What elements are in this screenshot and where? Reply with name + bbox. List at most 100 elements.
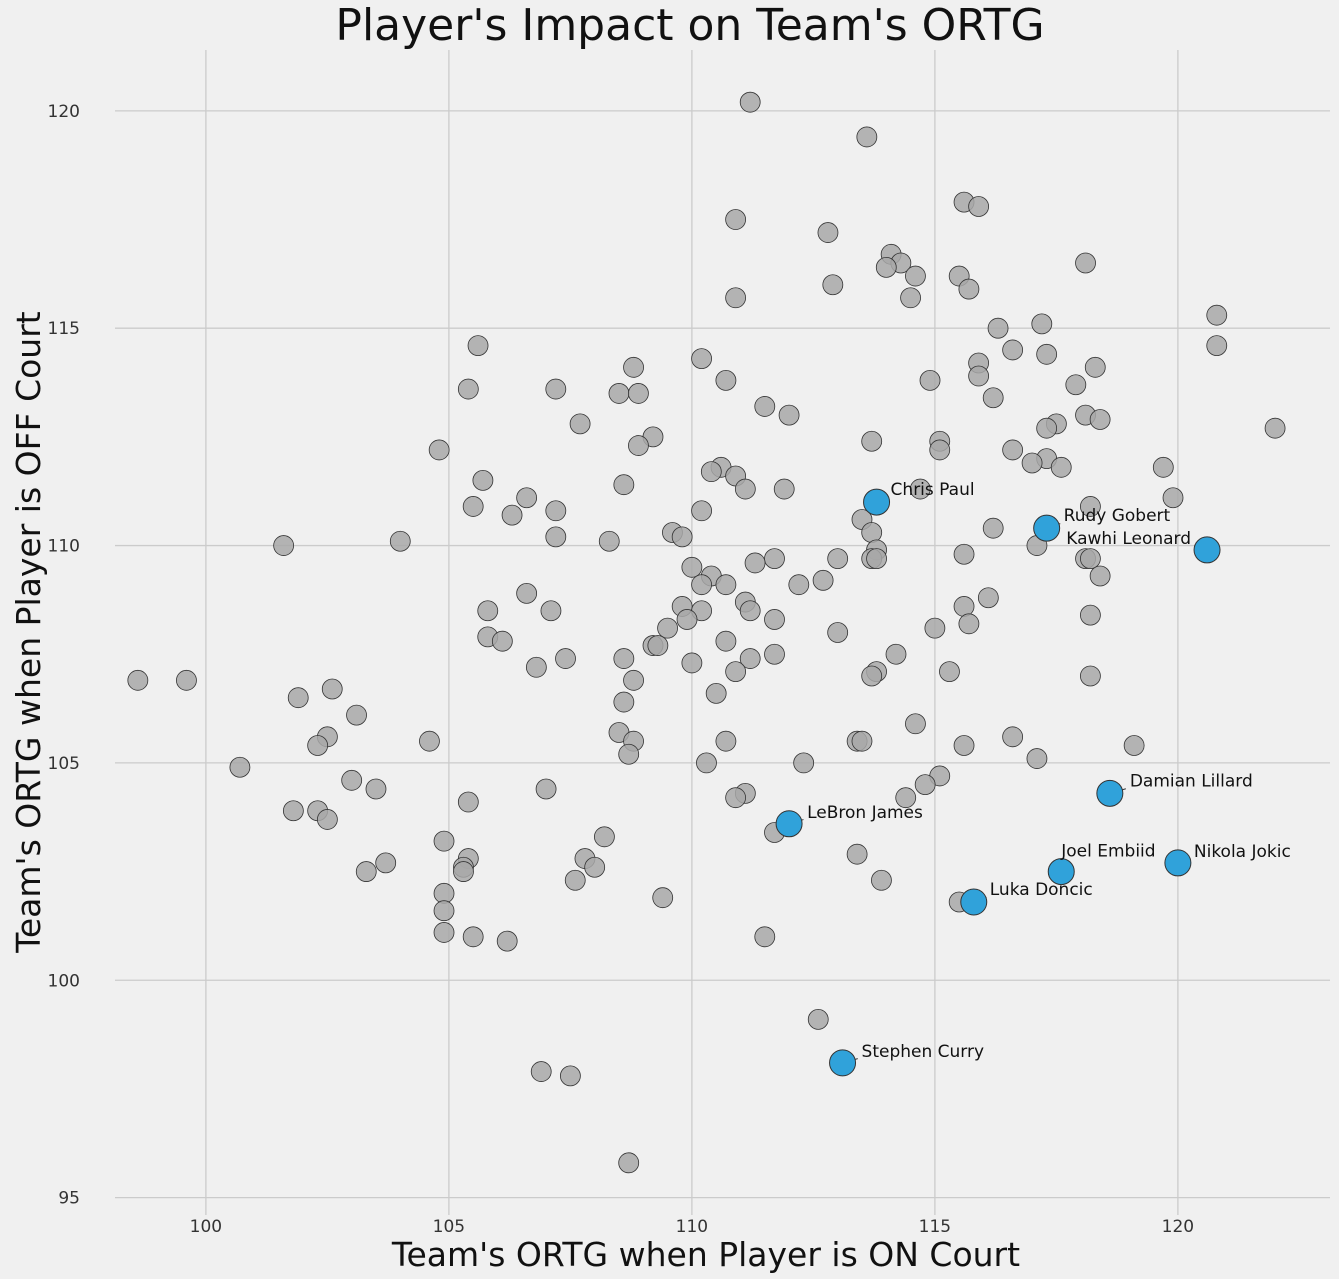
player-point [545,378,567,400]
player-point [734,478,756,500]
player-point [764,548,785,570]
highlighted-player-point [1096,779,1124,807]
player-point [778,404,800,426]
player-point [827,548,849,570]
x-tick-label: 100 [190,1217,222,1237]
highlighted-player-point [1047,858,1075,886]
player-point [696,752,717,774]
player-point [861,430,883,452]
highlighted-player-point [829,1049,857,1077]
player-point [715,369,737,391]
player-point [618,1152,640,1174]
highlighted-player-point [1033,514,1061,542]
player-point [1162,487,1184,509]
data-points [127,91,1286,1174]
player-point [652,887,674,909]
player-point [365,778,387,800]
player-point [1080,604,1101,626]
highlighted-player-point [1193,536,1221,564]
player-point [754,926,776,948]
player-label: Nikola Jokic [1194,842,1291,862]
player-point [773,478,795,500]
player-label: LeBron James [807,803,923,823]
player-point [1206,335,1228,356]
player-point [457,378,479,400]
player-point [491,630,513,652]
player-point [433,900,455,922]
player-point [977,587,999,609]
player-point [540,600,562,622]
player-label: Chris Paul [891,480,975,500]
player-point [501,504,523,526]
player-point [628,383,649,404]
player-point [525,656,547,678]
player-point [613,474,635,496]
player-point [535,778,557,800]
player-point [715,730,737,752]
tick-labels: 100 105 110 115 120 95 100 105 110 115 120 [48,102,1195,1237]
highlighted-player-point [775,810,803,838]
player-point [564,869,586,891]
player-point [341,769,363,791]
player-point [462,496,484,517]
player-point [1080,496,1101,517]
player-point [705,682,727,704]
player-point [822,274,844,296]
player-point [516,582,538,604]
player-label: Joel Embiid [1060,842,1155,862]
player-point [273,535,295,556]
player-point [885,643,907,665]
player-point [958,613,980,635]
player-point [229,756,251,778]
player-point [467,335,489,356]
player-point [389,530,411,552]
player-point [905,265,926,287]
player-point [608,383,630,404]
player-point [375,852,397,874]
player-label: Stephen Curry [862,1042,985,1062]
player-point [453,861,474,882]
player-point [924,617,946,639]
player-point [594,826,615,848]
player-point [346,704,367,726]
player-point [1123,735,1145,756]
player-point [1002,339,1024,361]
player-point [623,669,644,691]
player-point [598,530,620,552]
player-point [613,691,635,713]
player-point [433,922,455,943]
player-label: Rudy Gobert [1064,506,1171,526]
player-point [1002,439,1024,461]
player-point [584,856,606,878]
player-point [1084,356,1106,378]
player-point [1206,304,1228,326]
player-point [1080,665,1101,687]
player-point [1065,374,1087,396]
player-point [905,713,926,735]
player-point [691,574,713,596]
player-point [127,669,149,691]
y-tick-label: 110 [48,537,80,557]
player-point [1036,417,1058,439]
player-point [1026,748,1048,769]
player-point [1089,565,1111,587]
y-tick-label: 105 [48,754,80,774]
player-point [647,635,669,656]
player-point [355,861,377,882]
player-point [861,522,883,543]
player-point [457,791,479,813]
player-point [788,574,810,596]
player-label: Luka Doncic [990,880,1093,900]
player-point [176,669,197,691]
player-point [914,774,936,796]
x-tick-label: 110 [676,1217,708,1237]
player-point [496,930,518,952]
player-label: Kawhi Leonard [1066,529,1191,549]
player-point [715,574,737,596]
highlighted-player-point [863,488,891,516]
player-point [968,196,990,217]
highlighted-player-point [1164,849,1192,877]
player-point [871,869,892,891]
player-point [895,787,917,809]
